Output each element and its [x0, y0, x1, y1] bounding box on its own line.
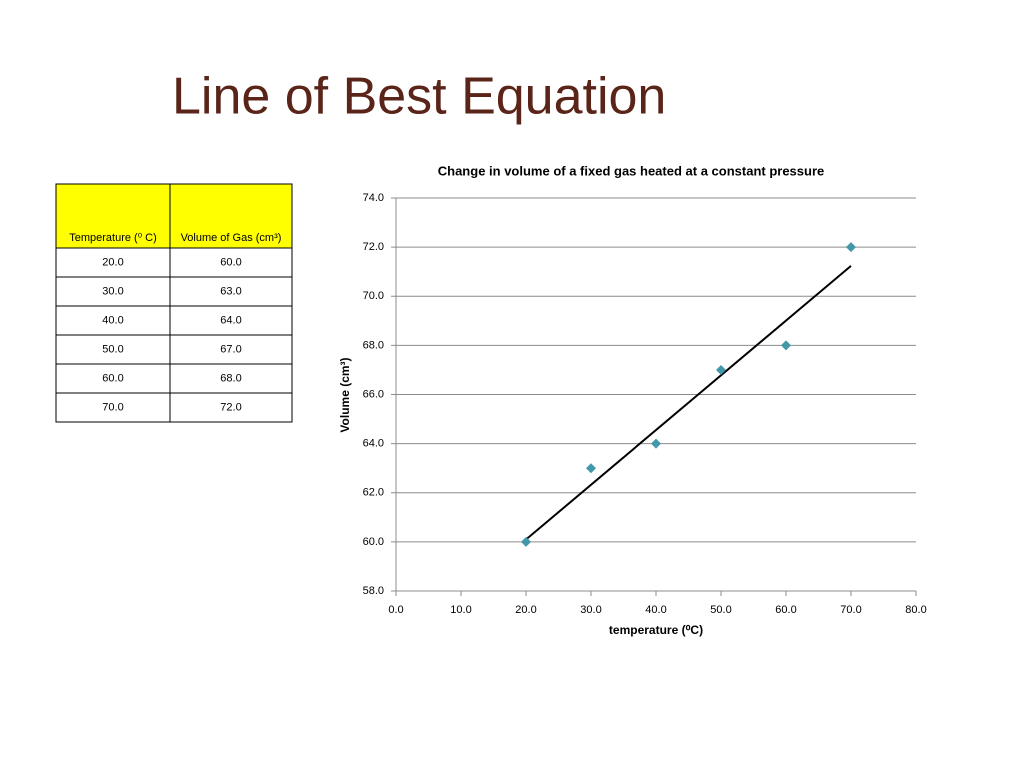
y-tick-label: 62.0 [363, 487, 384, 499]
cell-text: 68.0 [220, 372, 241, 384]
header-cell [169, 183, 293, 249]
x-tick-label: 60.0 [775, 604, 796, 616]
cell-text: 30.0 [102, 285, 123, 297]
table-cell [169, 334, 293, 365]
y-tick-label: 70.0 [363, 290, 384, 302]
cell-text: 60.0 [102, 372, 123, 384]
cell-text: 63.0 [220, 285, 241, 297]
table-cell [169, 247, 293, 278]
point [651, 438, 661, 449]
x-tick-label: 30.0 [580, 604, 601, 616]
table-cell [55, 392, 171, 423]
table-cell [169, 363, 293, 394]
point [781, 340, 791, 351]
cell-text: 60.0 [220, 256, 241, 268]
table-cell [55, 247, 171, 278]
table-cell [169, 276, 293, 307]
cell-text: 40.0 [102, 314, 123, 326]
y-tick-label: 64.0 [363, 438, 384, 450]
cell-text: 72.0 [220, 401, 241, 413]
y-tick-label: 58.0 [363, 585, 384, 597]
y-tick-label: 74.0 [363, 192, 384, 204]
x-tick-label: 80.0 [905, 604, 926, 616]
point [716, 364, 726, 375]
y-tick-label: 68.0 [363, 339, 384, 351]
cell-text: 50.0 [102, 343, 123, 355]
chart-title: Change in volume of a fixed gas heated a… [438, 163, 825, 178]
table-cell [169, 305, 293, 336]
table-cell [169, 392, 293, 423]
y-tick-label: 66.0 [363, 388, 384, 400]
x-tick-label: 20.0 [515, 604, 536, 616]
point [521, 536, 531, 547]
cell-text: 67.0 [220, 343, 241, 355]
cell-text: 64.0 [220, 314, 241, 326]
header-cell [55, 183, 171, 249]
y-tick-label: 60.0 [363, 536, 384, 548]
point [586, 463, 596, 474]
x-axis-title: temperature (⁰C) [609, 623, 703, 637]
trendline [525, 265, 852, 541]
x-tick-label: 50.0 [710, 604, 731, 616]
cell-text: 20.0 [102, 256, 123, 268]
y-axis-title: Volume (cm³) [338, 357, 352, 432]
y-tick-label: 72.0 [363, 241, 384, 253]
header-text: Temperature (⁰ C) [69, 232, 157, 244]
slide-title: Line of Best Equation [172, 68, 666, 126]
cell-text: 70.0 [102, 401, 123, 413]
x-tick-label: 10.0 [450, 604, 471, 616]
point [846, 242, 856, 253]
header-text: Volume of Gas (cm³) [181, 232, 282, 244]
x-tick-label: 0.0 [388, 604, 403, 616]
x-tick-label: 70.0 [840, 604, 861, 616]
x-tick-label: 40.0 [645, 604, 666, 616]
